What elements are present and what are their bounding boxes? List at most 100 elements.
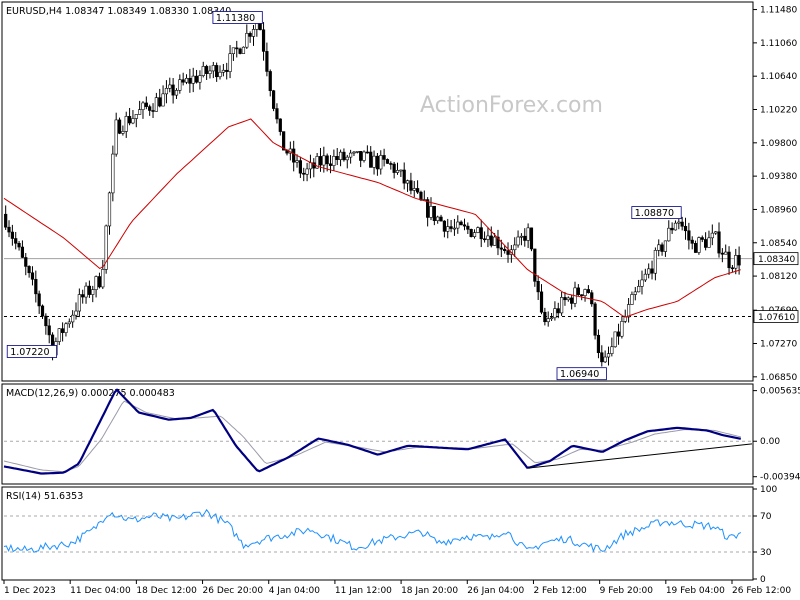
- candle: [191, 75, 195, 84]
- x-tick-label: 18 Jan 20:00: [401, 586, 458, 596]
- rsi-tick-label: 100: [760, 485, 777, 495]
- x-tick-label: 2 Feb 12:00: [533, 586, 587, 596]
- candle: [593, 303, 597, 336]
- candle: [677, 221, 681, 224]
- x-tick-label: 11 Dec 04:00: [70, 586, 131, 596]
- candle: [469, 228, 473, 237]
- candle: [482, 238, 487, 241]
- candle: [335, 156, 339, 160]
- candle: [355, 151, 359, 153]
- candle: [352, 151, 356, 154]
- candle: [97, 276, 102, 288]
- price-tick-label: 1.11480: [760, 6, 797, 16]
- candle: [282, 131, 286, 151]
- candle: [292, 148, 296, 163]
- candle: [211, 65, 215, 72]
- candle: [44, 315, 48, 327]
- rsi-tick-label: 70: [760, 512, 772, 522]
- x-tick-label: 26 Dec 20:00: [203, 586, 264, 596]
- price-plot: [3, 14, 752, 367]
- candle: [362, 151, 366, 161]
- candle: [727, 251, 731, 269]
- candle: [205, 66, 209, 74]
- candle: [168, 84, 172, 89]
- candle: [148, 106, 152, 111]
- candle: [248, 33, 252, 37]
- candle: [241, 46, 246, 54]
- candle: [613, 331, 617, 348]
- candle: [704, 239, 708, 248]
- candle: [67, 321, 71, 325]
- support-tag-label: 1.07610: [758, 313, 795, 323]
- candle: [20, 246, 25, 258]
- candle: [647, 268, 651, 275]
- candle: [369, 151, 373, 168]
- macd-trendline: [527, 443, 753, 469]
- candle: [77, 294, 81, 312]
- candle: [653, 250, 657, 274]
- candle: [590, 292, 594, 305]
- candle: [516, 236, 520, 246]
- last-price-tag-label: 1.08340: [758, 255, 795, 265]
- candle: [107, 192, 112, 227]
- rsi-title: RSI(14) 51.6353: [6, 491, 83, 502]
- macd-plot: [3, 388, 753, 475]
- candle: [523, 235, 527, 241]
- candle: [503, 248, 507, 252]
- candle: [10, 231, 14, 239]
- candle: [596, 334, 601, 354]
- candle: [513, 244, 517, 251]
- x-tick-label: 9 Feb 20:00: [600, 586, 654, 596]
- candle: [643, 273, 647, 281]
- candle: [620, 321, 624, 337]
- candle: [322, 155, 326, 166]
- candle: [670, 227, 674, 231]
- price-tick-label: 1.08960: [760, 205, 797, 215]
- candle: [181, 79, 185, 83]
- candle: [47, 325, 51, 336]
- x-tick-label: 1 Dec 2023: [4, 586, 56, 596]
- macd-signal-line: [3, 400, 741, 473]
- candle: [429, 205, 433, 218]
- price-annotation-box: [556, 367, 607, 381]
- candle: [265, 51, 269, 72]
- candle: [472, 232, 477, 237]
- candle: [7, 226, 11, 233]
- macd-title: MACD(12,26,9) 0.000275 0.000483: [6, 388, 175, 399]
- candle: [720, 252, 724, 255]
- candle: [432, 205, 436, 221]
- candle: [138, 109, 142, 115]
- candle: [399, 169, 403, 172]
- candle: [476, 227, 480, 233]
- candle: [198, 75, 202, 83]
- candle: [576, 287, 580, 295]
- candle: [389, 163, 393, 165]
- candle: [81, 294, 85, 298]
- candle: [111, 153, 115, 194]
- candle: [208, 70, 212, 74]
- candle: [305, 168, 309, 175]
- candle: [4, 213, 8, 228]
- candle: [439, 216, 443, 222]
- rsi-tick-label: 0: [760, 575, 766, 585]
- candle: [338, 151, 343, 160]
- candle: [737, 255, 741, 266]
- price-tick-label: 1.08120: [760, 272, 797, 282]
- candle: [315, 156, 319, 169]
- rsi-line: [3, 508, 742, 553]
- candle: [184, 77, 189, 83]
- candle: [586, 289, 591, 293]
- candle: [496, 236, 500, 249]
- candle: [171, 84, 175, 96]
- candle: [178, 79, 182, 91]
- macd-tick-label: 0.005635: [760, 387, 800, 397]
- candle: [626, 304, 631, 318]
- candle: [158, 97, 162, 107]
- candle: [124, 116, 128, 132]
- candle: [101, 269, 105, 288]
- candle: [606, 353, 611, 358]
- candle: [64, 323, 68, 333]
- price-tick-label: 1.09380: [760, 172, 797, 182]
- candle: [409, 180, 413, 191]
